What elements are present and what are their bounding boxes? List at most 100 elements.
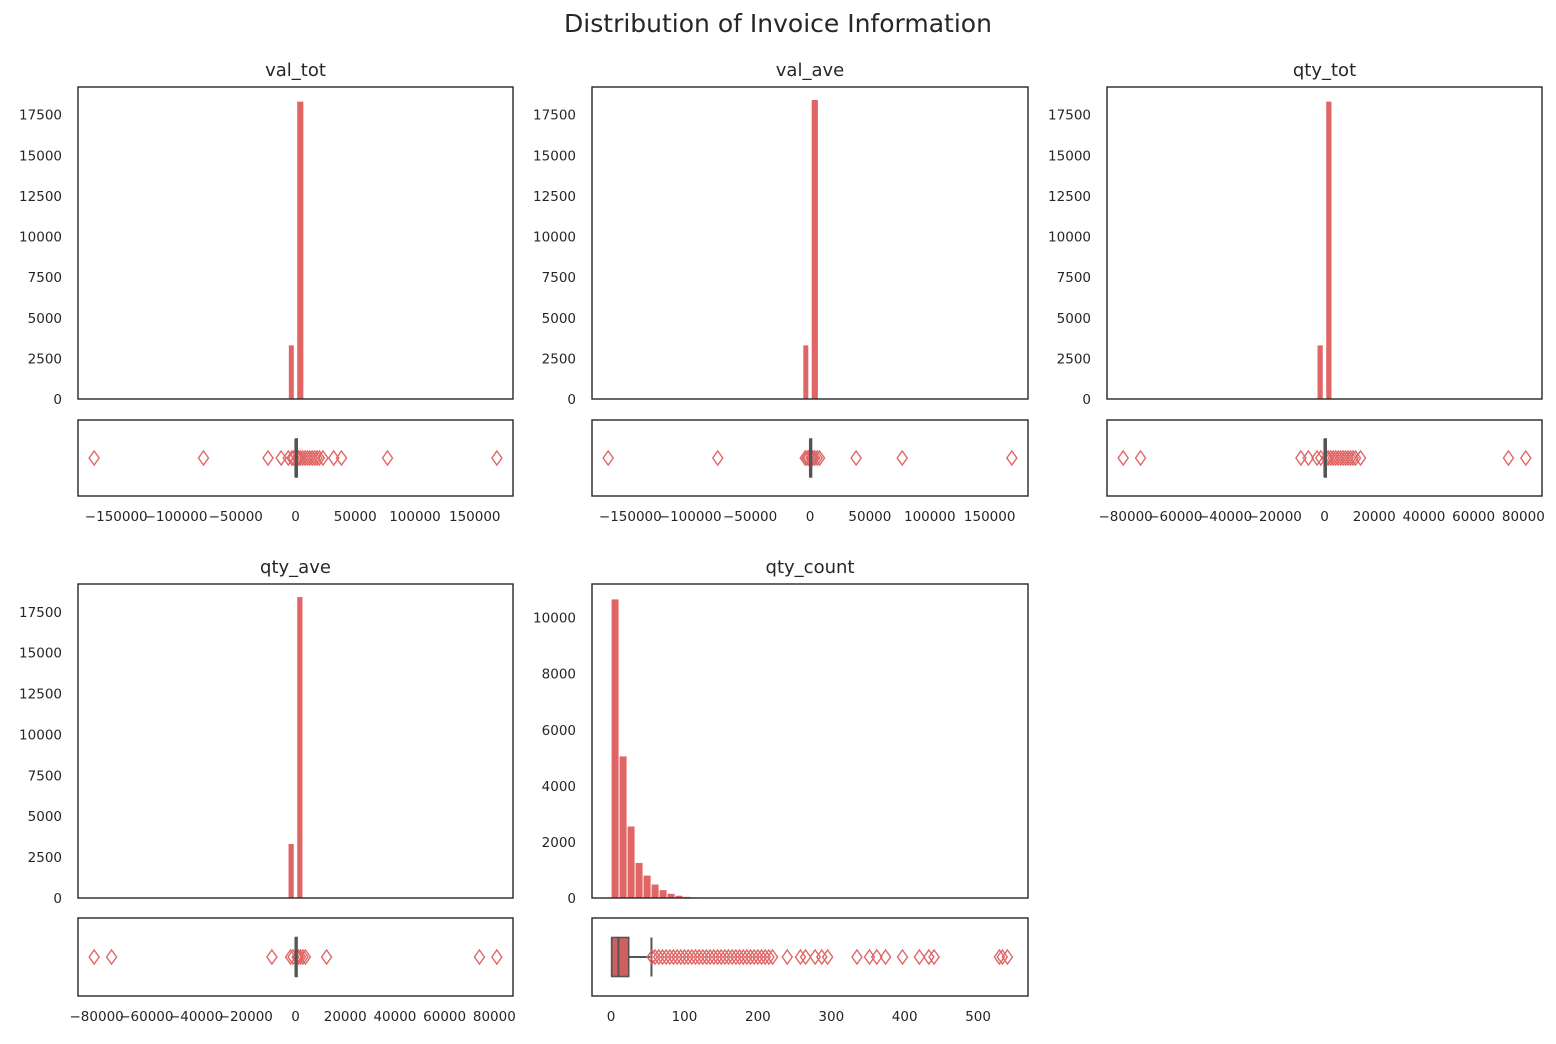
box-flier-marker (813, 449, 826, 467)
box-flier-marker (1001, 948, 1014, 966)
x-tick-label: 40000 (1402, 509, 1445, 525)
figure-title: Distribution of Invoice Information (564, 9, 992, 38)
y-tick-label: 10000 (19, 727, 62, 743)
x-tick-label: 200 (745, 1009, 771, 1025)
histogram-bar (635, 862, 643, 898)
box-flier-marker (678, 948, 691, 966)
box-flier-marker (689, 948, 702, 966)
box-flier-marker (896, 449, 909, 467)
x-tick-label: 150000 (964, 509, 1016, 525)
y-tick-label: 4000 (542, 779, 576, 795)
y-tick-label: 12500 (1048, 189, 1091, 205)
panel-qty_tot: qty_tot 0 2500 5000 7500 10000 12500 15000 17500… (1048, 60, 1545, 525)
x-tick-label: −50000 (723, 509, 777, 525)
box-flier-marker (870, 948, 883, 966)
box-flier-marker (88, 948, 101, 966)
box-flier-marker (722, 948, 735, 966)
box-flier-marker (704, 948, 717, 966)
y-tick-label: 12500 (533, 189, 576, 205)
y-tick-label: 10000 (533, 230, 576, 246)
y-tick-label: 0 (567, 392, 576, 408)
y-tick-label: 5000 (28, 311, 62, 327)
y-tick-label: 7500 (542, 270, 576, 286)
y-tick-label: 2500 (28, 351, 62, 367)
box-flier-marker (759, 948, 772, 966)
x-tick-label: −20000 (1248, 509, 1302, 525)
box-flier-marker (879, 948, 892, 966)
x-tick-label: −60000 (119, 1009, 173, 1025)
x-tick-label: 300 (818, 1009, 844, 1025)
box-flier-marker (335, 449, 348, 467)
histogram-bar (643, 875, 651, 898)
box-flier-marker (896, 948, 909, 966)
box-flier-marker (602, 449, 615, 467)
histogram-bar (627, 826, 635, 898)
box-flier-marker (1349, 449, 1362, 467)
y-tick-label: 15000 (1048, 148, 1091, 164)
box-flier-marker (381, 449, 394, 467)
box-flier-marker (744, 948, 757, 966)
box-flier-marker (696, 948, 709, 966)
x-tick-label: 0 (291, 509, 300, 525)
box-flier-marker (671, 948, 684, 966)
y-tick-label: 2500 (1057, 351, 1091, 367)
box-flier-marker (815, 948, 828, 966)
y-tick-label: 12500 (19, 687, 62, 703)
box-flier-marker (105, 948, 118, 966)
box-flier-marker (748, 948, 761, 966)
y-tick-label: 7500 (28, 768, 62, 784)
x-tick-label: 80000 (1502, 509, 1545, 525)
box-flier-marker (799, 948, 812, 966)
x-tick-label: 150000 (449, 509, 501, 525)
box-flier-marker (490, 948, 503, 966)
box-flier-marker (737, 948, 750, 966)
y-tick-label: 10000 (19, 230, 62, 246)
y-tick-label: 17500 (19, 605, 62, 621)
box-body (611, 936, 630, 978)
box-flier-marker (1134, 449, 1147, 467)
panel-qty_ave: qty_ave 0 2500 5000 7500 10000 12500 15000 17500… (19, 557, 516, 1025)
panel-title: val_tot (265, 60, 326, 81)
panel-title: qty_tot (1293, 60, 1356, 81)
box-flier-marker (308, 449, 321, 467)
box-flier-marker (711, 449, 724, 467)
x-tick-label: 0 (806, 509, 815, 525)
x-tick-label: 80000 (473, 1009, 516, 1025)
box-flier-marker (928, 948, 940, 966)
box-flier-marker (674, 948, 687, 966)
box-flier-marker (262, 449, 274, 467)
box-flier-marker (1311, 449, 1323, 467)
x-tick-label: 500 (965, 1009, 991, 1025)
box-flier-marker (781, 948, 794, 966)
box-flier-marker (794, 948, 807, 966)
box-flier-marker (313, 449, 326, 467)
y-tick-label: 5000 (28, 809, 62, 825)
y-tick-label: 15000 (19, 148, 62, 164)
box-flier-marker (707, 948, 720, 966)
y-tick-label: 17500 (19, 108, 62, 124)
panel-val_ave: val_ave 0 2500 5000 7500 10000 12500 15000 17500… (533, 60, 1029, 525)
box-flier-marker (851, 948, 863, 966)
x-tick-label: 100000 (904, 509, 956, 525)
panel-title: qty_count (766, 557, 855, 578)
x-tick-label: −100000 (145, 509, 208, 525)
y-tick-label: 5000 (542, 311, 576, 327)
x-tick-label: −80000 (70, 1009, 124, 1025)
x-tick-label: 50000 (334, 509, 377, 525)
box-flier-marker (913, 948, 926, 966)
box-flier-marker (297, 948, 309, 966)
histogram-bar (651, 884, 659, 898)
box-flier-marker (663, 948, 676, 966)
box-flier-marker (327, 449, 340, 467)
box-flier-marker (923, 948, 935, 966)
histogram-bar (288, 844, 294, 898)
histogram-bar (1317, 345, 1323, 399)
x-tick-label: 100 (672, 1009, 698, 1025)
y-tick-label: 5000 (1057, 311, 1091, 327)
x-tick-label: 100000 (389, 509, 441, 525)
box-flier-marker (730, 948, 742, 966)
x-tick-label: 0 (1320, 509, 1329, 525)
box-flier-marker (741, 948, 753, 966)
box-flier-marker (656, 948, 669, 966)
box-flier-marker (1302, 449, 1315, 467)
